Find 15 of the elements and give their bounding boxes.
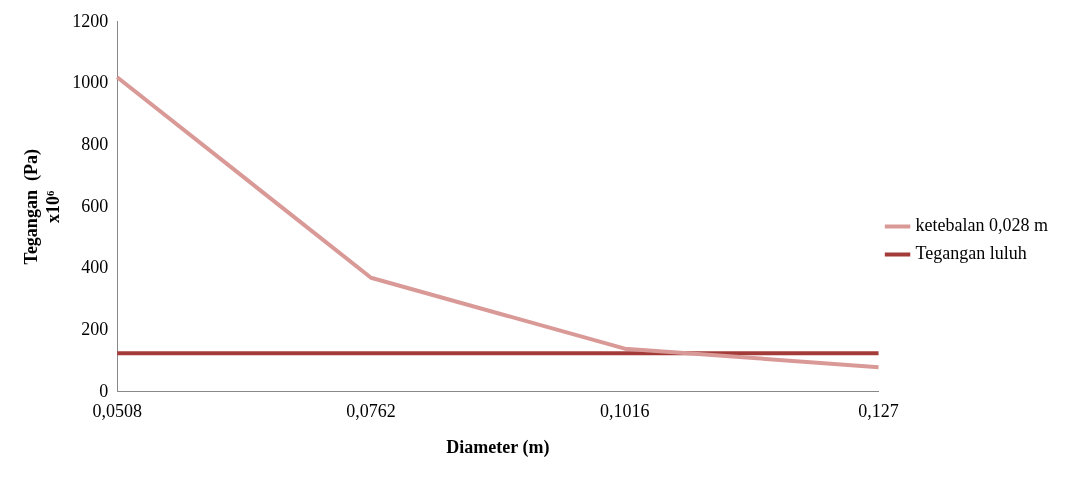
x-tick-label: 0,0508	[92, 401, 142, 422]
x-axis-title: Diameter (m)	[446, 436, 550, 458]
y-tick-label: 800	[81, 133, 109, 154]
legend-label: Tegangan luluh	[915, 243, 1027, 264]
y-tick-label: 0	[99, 380, 109, 401]
legend-label: ketebalan 0,028 m	[915, 215, 1049, 236]
x-tick-label: 0,127	[858, 401, 899, 422]
y-tick-label: 1000	[72, 72, 109, 93]
y-axis-title: Tegangan (Pa) x10⁶	[21, 149, 64, 265]
x-tick-label: 0,1016	[600, 401, 650, 422]
y-tick-label: 400	[81, 257, 109, 278]
y-tick-label: 200	[81, 318, 109, 339]
y-tick-label: 600	[81, 195, 109, 216]
y-tick-label: 1200	[72, 10, 109, 31]
x-tick-label: 0,0762	[346, 401, 396, 422]
